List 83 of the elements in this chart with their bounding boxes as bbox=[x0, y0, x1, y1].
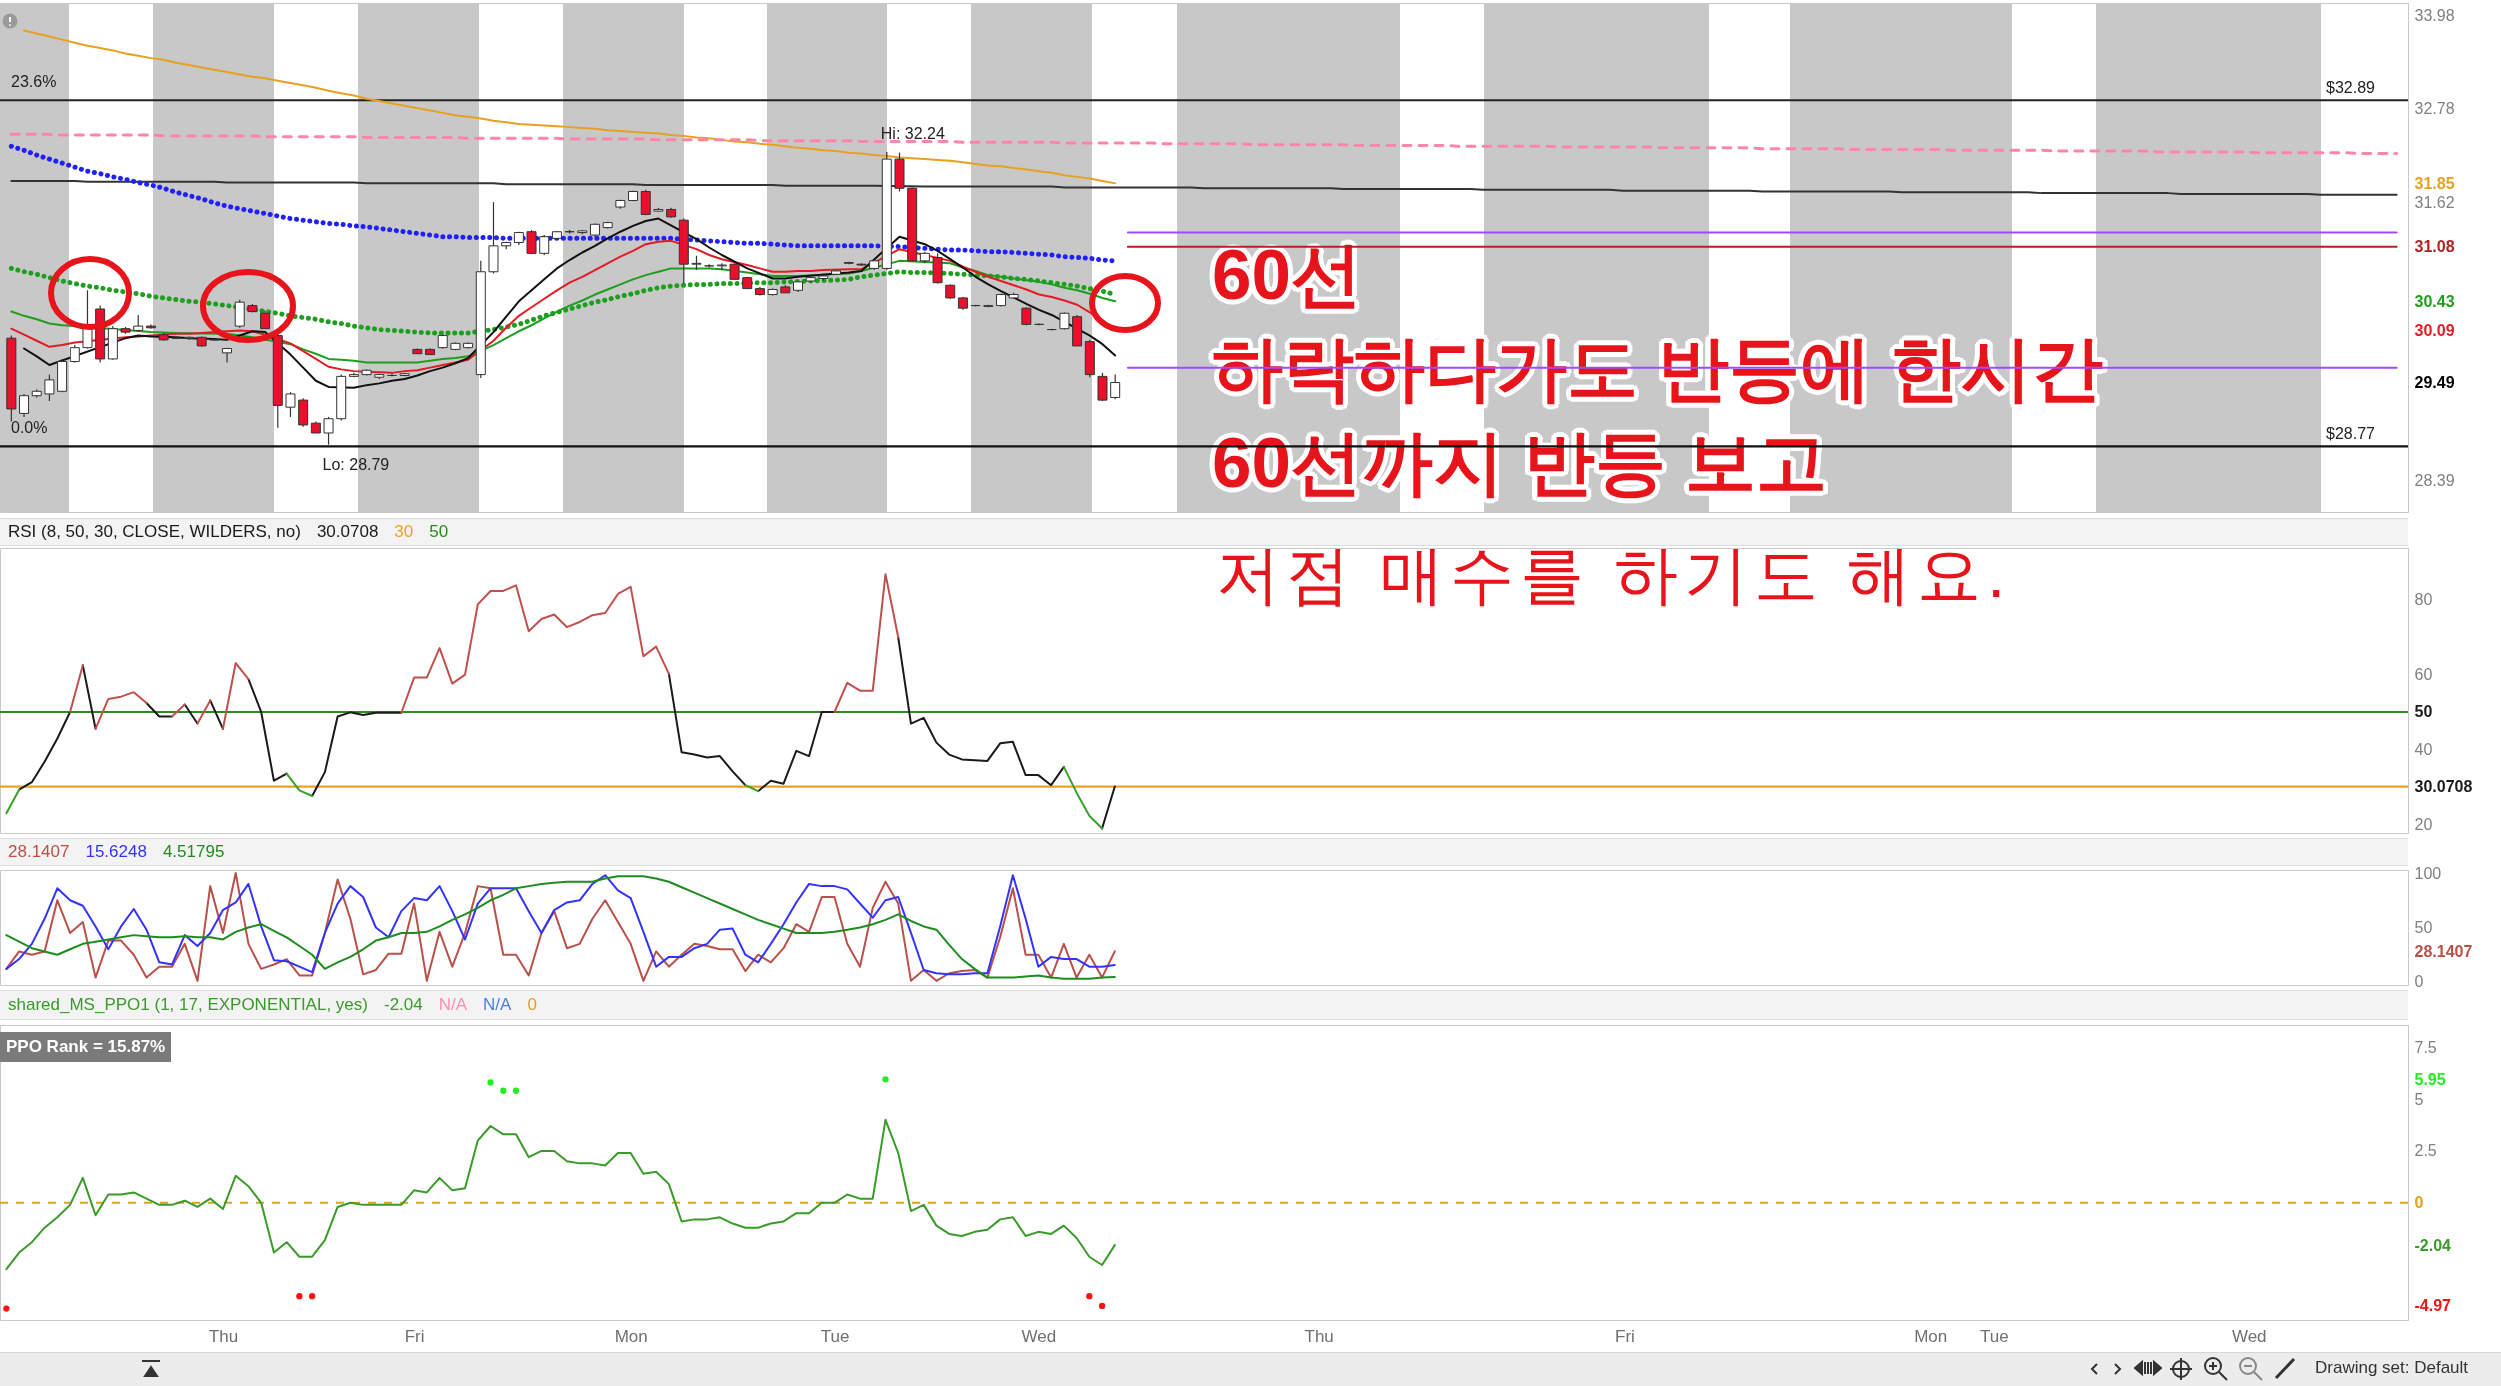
legend-label: N/A bbox=[437, 994, 469, 1016]
y-tick-label: 80 bbox=[2414, 591, 2433, 609]
ref-line-label: 50 bbox=[428, 521, 450, 543]
point bbox=[3, 1305, 10, 1312]
x-tick-label: Thu bbox=[1304, 1326, 1334, 1346]
y-tick-label: 60 bbox=[2414, 666, 2433, 684]
y-tick-label: 31.85 bbox=[2414, 174, 2455, 192]
x-tick-label: Fri bbox=[1615, 1326, 1635, 1346]
text: 4.51795 bbox=[161, 841, 226, 863]
candlestick bbox=[183, 335, 194, 341]
ref-line-label: $32.89 bbox=[2326, 79, 2376, 97]
line-series bbox=[5, 1118, 1116, 1271]
point bbox=[1098, 1302, 1106, 1310]
y-tick-label: 30.43 bbox=[2414, 292, 2455, 310]
candlestick bbox=[526, 229, 537, 255]
candlestick bbox=[82, 289, 93, 350]
ref-line-label: $28.77 bbox=[2326, 425, 2376, 443]
candlestick bbox=[716, 262, 727, 271]
text: 28.1407 bbox=[7, 841, 71, 863]
ref-line-label: 0 bbox=[526, 994, 538, 1016]
legend-label: N/A bbox=[482, 994, 513, 1016]
text: 30.0708 bbox=[315, 521, 380, 543]
point bbox=[1086, 1292, 1093, 1300]
annotation: 23.6% bbox=[11, 73, 57, 91]
x-tick-label: Fri bbox=[404, 1326, 425, 1346]
point bbox=[308, 1292, 316, 1300]
candlestick bbox=[539, 234, 550, 256]
y-tick-label: 30.0708 bbox=[2414, 777, 2473, 795]
y-tick-label: 5 bbox=[2414, 1090, 2424, 1108]
line-series bbox=[23, 217, 1117, 389]
y-tick-label: 32.78 bbox=[2414, 100, 2455, 118]
line-series bbox=[10, 259, 1117, 364]
annotation: 0.0% bbox=[11, 419, 48, 437]
y-tick-label: 33.98 bbox=[2414, 7, 2455, 25]
point bbox=[296, 1292, 303, 1300]
x-tick-label: Thu bbox=[208, 1326, 239, 1346]
x-tick-label: Mon bbox=[614, 1326, 648, 1346]
y-tick-label: 28.39 bbox=[2414, 472, 2455, 490]
text: Drawing set: Default bbox=[2315, 1357, 2469, 1379]
candlestick bbox=[44, 374, 55, 402]
candlestick bbox=[1097, 372, 1108, 402]
y-tick-label: 5.95 bbox=[2414, 1070, 2446, 1088]
chart-title: RSI (8, 50, 30, CLOSE, WILDERS, no) bbox=[7, 521, 302, 543]
candlestick bbox=[285, 391, 296, 418]
y-tick-label: 29.49 bbox=[2414, 374, 2455, 391]
x-tick-label: Mon bbox=[1914, 1326, 1948, 1346]
candlestick bbox=[234, 299, 245, 329]
text: 15.6248 bbox=[84, 841, 148, 863]
candlestick bbox=[323, 416, 334, 446]
y-tick-label: 50 bbox=[2414, 703, 2433, 721]
y-tick-label: 30.09 bbox=[2414, 321, 2455, 339]
y-tick-label: 100 bbox=[2414, 864, 2442, 882]
y-tick-label: 40 bbox=[2414, 740, 2433, 758]
y-tick-label: 7.5 bbox=[2414, 1038, 2437, 1056]
annotation: 저점 매수를 하기도 해요. bbox=[1216, 538, 2012, 613]
annotation: PPO Rank = 15.87% bbox=[0, 1032, 172, 1062]
x-tick-label: Wed bbox=[1021, 1326, 1057, 1346]
point bbox=[512, 1087, 520, 1094]
y-tick-label: 50 bbox=[2414, 919, 2433, 936]
chart-title: shared_MS_PPO1 (1, 17, EXPONENTIAL, yes) bbox=[7, 994, 369, 1016]
x-tick-label: Tue bbox=[820, 1326, 850, 1346]
y-tick-label: 31.08 bbox=[2414, 238, 2455, 256]
annotation: Lo: 28.79 bbox=[322, 455, 390, 473]
point bbox=[500, 1087, 507, 1094]
candlestick bbox=[640, 189, 651, 216]
annotation: Hi: 32.24 bbox=[880, 124, 945, 142]
y-tick-label: 2.5 bbox=[2414, 1142, 2437, 1160]
y-tick-label: 20 bbox=[2414, 815, 2433, 833]
point bbox=[882, 1076, 889, 1083]
x-tick-label: Wed bbox=[2231, 1326, 2267, 1346]
point bbox=[487, 1079, 494, 1086]
y-tick-label: 28.1407 bbox=[2414, 942, 2473, 960]
candlestick bbox=[1110, 374, 1121, 400]
x-tick-label: Tue bbox=[1980, 1326, 2009, 1346]
ref-line-label: 30 bbox=[393, 521, 415, 543]
y-tick-label: 31.62 bbox=[2414, 193, 2455, 211]
y-tick-label: -4.97 bbox=[2414, 1297, 2452, 1315]
y-tick-label: 0 bbox=[2414, 1194, 2424, 1212]
candlestick bbox=[222, 347, 233, 364]
y-tick-label: 0 bbox=[2414, 973, 2424, 991]
text: -2.04 bbox=[383, 994, 424, 1016]
candlestick bbox=[19, 393, 30, 418]
y-tick-label: -2.04 bbox=[2414, 1236, 2452, 1254]
